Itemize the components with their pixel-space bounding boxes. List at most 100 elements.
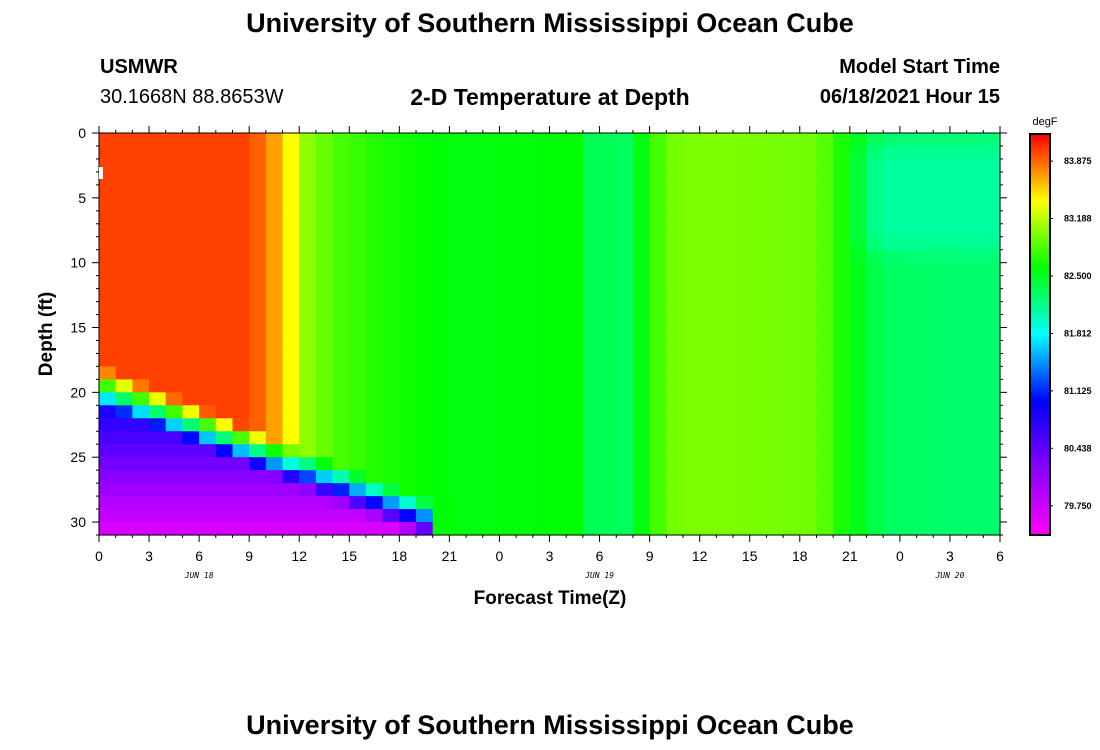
heatmap-cell	[966, 158, 984, 173]
heatmap-cell	[899, 392, 918, 406]
heatmap-cell	[549, 133, 567, 147]
heatmap-cell	[933, 496, 951, 510]
heatmap-cell	[232, 184, 250, 199]
heatmap-cell	[215, 366, 234, 380]
heatmap-cell	[332, 236, 350, 251]
heatmap-cell	[632, 509, 651, 523]
heatmap-cell	[416, 210, 434, 225]
heatmap-cell	[499, 392, 517, 406]
heatmap-cell	[199, 418, 217, 432]
heatmap-cell	[883, 431, 901, 445]
heatmap-cell	[632, 249, 651, 264]
colorbar-segment	[1030, 471, 1050, 476]
heatmap-cell	[165, 133, 184, 147]
heatmap-cell	[899, 509, 918, 523]
heatmap-cell	[983, 470, 1001, 484]
heatmap-cell	[616, 366, 634, 380]
colorbar-segment	[1030, 411, 1050, 416]
colorbar-segment	[1030, 281, 1050, 285]
heatmap-cell	[315, 483, 334, 497]
heatmap-cell	[983, 379, 1001, 393]
heatmap-cell	[949, 483, 968, 497]
heatmap-cell	[99, 444, 117, 458]
heatmap-cell	[983, 366, 1001, 380]
heatmap-cell	[682, 314, 701, 329]
heatmap-cell	[566, 223, 584, 238]
heatmap-cell	[516, 483, 534, 497]
heatmap-cell	[232, 405, 250, 419]
heatmap-cell	[99, 509, 117, 523]
heatmap-cell	[332, 392, 350, 406]
heatmap-cell	[716, 470, 734, 484]
heatmap-cell	[716, 184, 734, 199]
heatmap-cell	[849, 418, 868, 432]
heatmap-cell	[849, 405, 868, 419]
heatmap-cell	[232, 431, 250, 445]
heatmap-cell	[165, 210, 184, 225]
heatmap-cell	[182, 431, 200, 445]
heatmap-cell	[549, 522, 567, 536]
heatmap-cell	[132, 301, 150, 316]
heatmap-cell	[899, 275, 918, 290]
heatmap-cell	[99, 366, 117, 380]
heatmap-cell	[532, 444, 551, 458]
heatmap-cell	[215, 171, 234, 186]
heatmap-cell	[466, 171, 484, 186]
heatmap-cell	[682, 405, 701, 419]
heatmap-cell	[649, 405, 667, 419]
heatmap-cell	[315, 288, 334, 303]
heatmap-cell	[949, 184, 968, 199]
heatmap-cell	[649, 171, 667, 186]
heatmap-cell	[699, 197, 717, 212]
heatmap-cell	[783, 496, 801, 510]
heatmap-cell	[649, 133, 667, 147]
heatmap-cell	[666, 314, 684, 329]
heatmap-cell	[349, 470, 367, 484]
heatmap-cell	[432, 301, 450, 316]
heatmap-cell	[449, 470, 467, 484]
heatmap-cell	[799, 366, 818, 380]
heatmap-cell	[282, 236, 300, 251]
heatmap-cell	[399, 171, 417, 186]
heatmap-cell	[382, 353, 400, 368]
heatmap-cell	[399, 262, 417, 277]
heatmap-cell	[516, 392, 534, 406]
heatmap-cell	[466, 223, 484, 238]
heatmap-cell	[499, 184, 517, 199]
heatmap-cell	[199, 288, 217, 303]
heatmap-cell	[132, 249, 150, 264]
heatmap-cell	[532, 133, 551, 147]
heatmap-cell	[332, 327, 350, 342]
heatmap-cell	[349, 353, 367, 368]
colorbar-segment	[1030, 361, 1050, 366]
x-tick-label: 6	[195, 548, 203, 564]
heatmap-cell	[716, 262, 734, 277]
heatmap-cell	[416, 171, 434, 186]
heatmap-cell	[132, 496, 150, 510]
heatmap-cell	[582, 418, 601, 432]
heatmap-cell	[666, 431, 684, 445]
heatmap-cell	[432, 158, 450, 173]
colorbar-segment	[1030, 137, 1050, 142]
heatmap-cell	[265, 301, 284, 316]
heatmap-cell	[833, 223, 851, 238]
heatmap-cell	[916, 405, 934, 419]
x-tick-label: 3	[145, 548, 153, 564]
colorbar-segment	[1030, 324, 1050, 329]
heatmap-cell	[682, 288, 701, 303]
heatmap-cell	[983, 405, 1001, 419]
y-tick-label: 0	[78, 125, 86, 141]
heatmap-cell	[783, 223, 801, 238]
heatmap-cell	[299, 392, 317, 406]
heatmap-cell	[883, 171, 901, 186]
heatmap-cell	[716, 197, 734, 212]
heatmap-cell	[416, 444, 434, 458]
heatmap-cell	[766, 418, 784, 432]
heatmap-cell	[516, 210, 534, 225]
heatmap-cell	[199, 301, 217, 316]
heatmap-cell	[399, 470, 417, 484]
colorbar-segment	[1030, 220, 1050, 225]
heatmap-cell	[899, 314, 918, 329]
heatmap-cell	[733, 340, 751, 355]
heatmap-cell	[482, 171, 501, 186]
